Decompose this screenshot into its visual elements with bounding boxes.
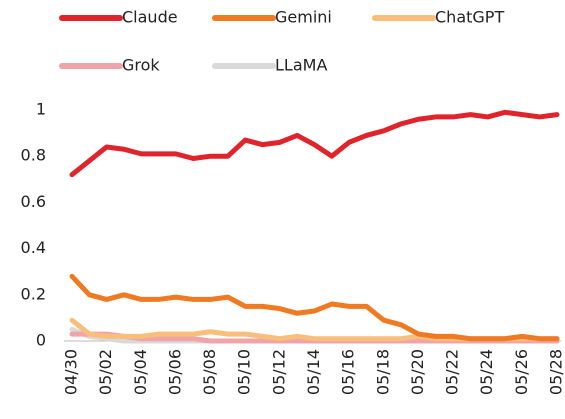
- x-tick-label: 05/26: [512, 349, 531, 395]
- y-tick-label: 0.8: [21, 146, 46, 165]
- x-tick-label: 05/12: [269, 349, 288, 395]
- x-tick-label: 05/04: [131, 349, 150, 395]
- legend-label: LLaMA: [275, 56, 327, 75]
- series-line: [69, 273, 560, 342]
- x-tick-label: 05/28: [547, 349, 565, 395]
- series-line: [69, 109, 560, 178]
- legend-label: Gemini: [275, 8, 332, 27]
- x-tick-label: 05/20: [408, 349, 427, 395]
- x-tick-label: 05/08: [200, 349, 219, 395]
- y-tick-label: 0.6: [21, 192, 46, 211]
- x-tick-label: 04/30: [62, 349, 81, 395]
- x-tick-label: 05/22: [443, 349, 462, 395]
- legend-label: Claude: [122, 8, 178, 27]
- x-tick-label: 05/18: [373, 349, 392, 395]
- x-tick-label: 05/06: [165, 349, 184, 395]
- x-tick-label: 05/10: [235, 349, 254, 395]
- x-tick-label: 05/02: [96, 349, 115, 395]
- legend-label: Grok: [122, 56, 160, 75]
- x-tick-label: 05/24: [477, 349, 496, 395]
- y-tick-label: 0.4: [21, 238, 46, 257]
- x-tick-label: 05/14: [304, 349, 323, 395]
- series-line: [69, 317, 560, 342]
- y-tick-label: 1: [36, 100, 46, 119]
- x-tick-label: 05/16: [339, 349, 358, 395]
- y-tick-label: 0: [36, 331, 46, 350]
- legend-label: ChatGPT: [435, 8, 504, 27]
- y-tick-label: 0.2: [21, 284, 46, 303]
